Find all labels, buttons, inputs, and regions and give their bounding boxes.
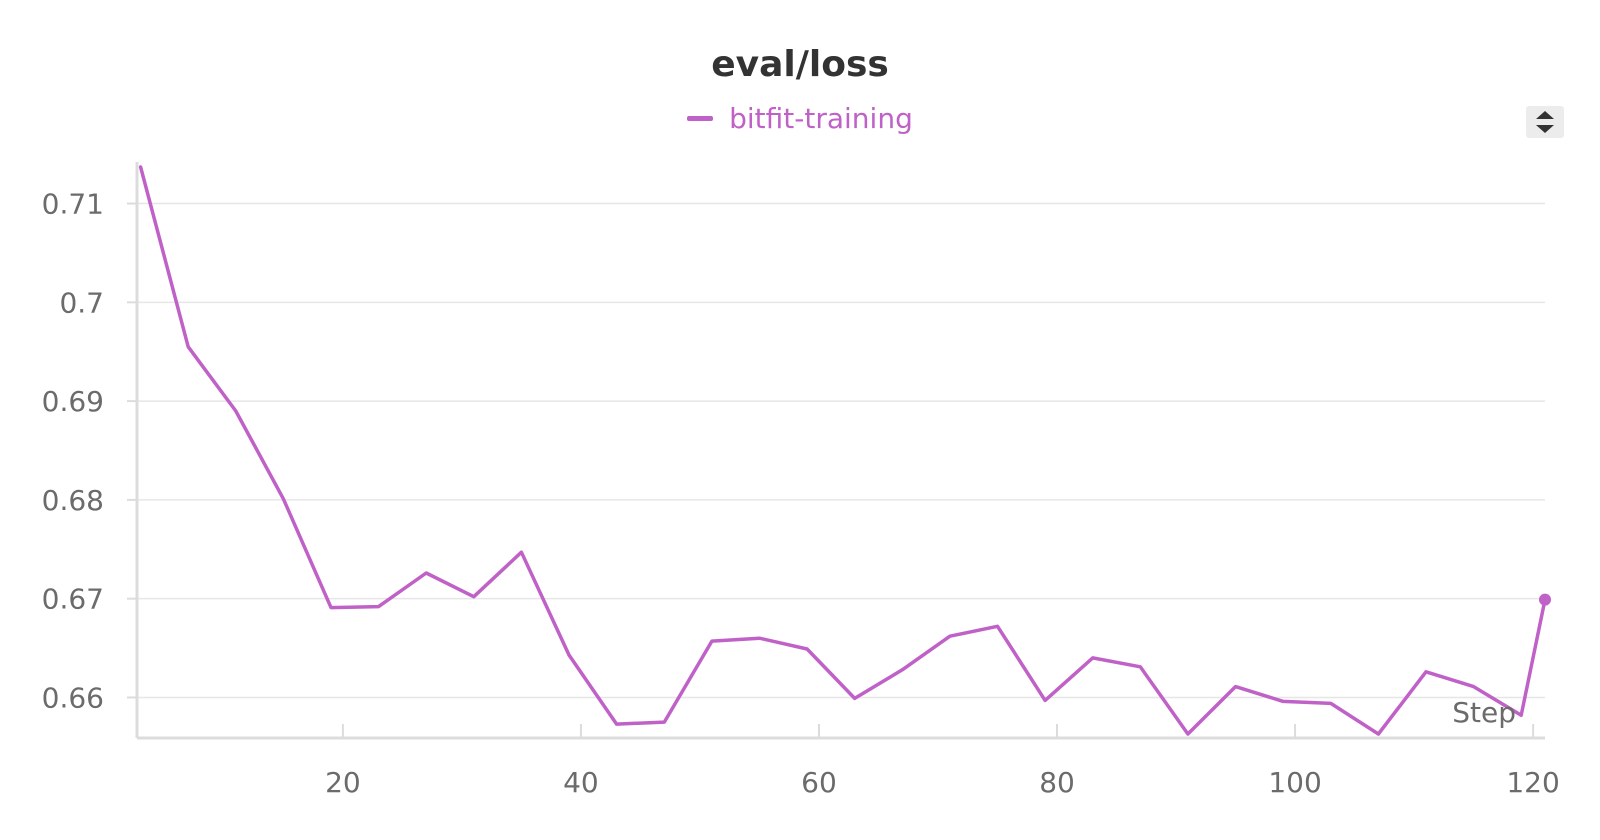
- data-point[interactable]: [1279, 697, 1287, 705]
- data-point[interactable]: [1089, 654, 1097, 662]
- x-tick-label: 20: [325, 766, 361, 799]
- data-point[interactable]: [803, 645, 811, 653]
- x-tick-label: 40: [563, 766, 599, 799]
- x-tick-label: 100: [1268, 766, 1321, 799]
- series-line-bitfit-training: [138, 165, 1547, 736]
- data-point[interactable]: [613, 720, 621, 728]
- data-point[interactable]: [279, 495, 287, 503]
- data-point[interactable]: [470, 593, 478, 601]
- y-tick-label: 0.66: [42, 681, 104, 714]
- data-point[interactable]: [1539, 593, 1551, 606]
- data-point[interactable]: [1422, 668, 1430, 676]
- data-point[interactable]: [1136, 663, 1144, 671]
- data-point[interactable]: [1232, 683, 1240, 691]
- data-point[interactable]: [422, 569, 430, 577]
- y-tick-labels: 0.66 0.67 0.68 0.69 0.7 0.71: [42, 188, 104, 715]
- data-point[interactable]: [1517, 711, 1525, 719]
- data-point[interactable]: [1184, 730, 1192, 738]
- data-point[interactable]: [1327, 699, 1335, 707]
- series-layer: [137, 163, 1551, 738]
- data-point[interactable]: [1470, 683, 1478, 691]
- sort-arrows-button[interactable]: [1526, 106, 1564, 138]
- data-point[interactable]: [1041, 696, 1049, 704]
- chart-title: eval/loss: [711, 44, 889, 85]
- data-point[interactable]: [137, 163, 145, 171]
- sort-arrows-icon: [1536, 111, 1554, 133]
- x-tick-label: 80: [1039, 766, 1075, 799]
- data-point[interactable]: [327, 604, 335, 612]
- data-point[interactable]: [898, 666, 906, 674]
- x-tick-label: 60: [801, 766, 837, 799]
- y-tick-label: 0.71: [42, 188, 104, 221]
- legend: bitfit-training: [0, 102, 1600, 135]
- y-tick-label: 0.69: [42, 385, 104, 418]
- data-point[interactable]: [755, 634, 763, 642]
- data-point[interactable]: [375, 603, 383, 611]
- data-point[interactable]: [1374, 730, 1382, 738]
- data-point[interactable]: [232, 407, 240, 415]
- data-point[interactable]: [660, 718, 668, 726]
- data-point[interactable]: [708, 637, 716, 645]
- data-point[interactable]: [565, 651, 573, 659]
- x-axis-label: Step: [1452, 696, 1516, 729]
- y-tick-label: 0.67: [42, 583, 104, 616]
- data-point[interactable]: [517, 548, 525, 556]
- y-tick-label: 0.68: [42, 484, 104, 517]
- data-point[interactable]: [946, 632, 954, 640]
- gridlines: [137, 202, 1545, 699]
- axes: [127, 162, 1545, 740]
- legend-swatch: [687, 116, 714, 121]
- x-tick-label: 120: [1506, 766, 1559, 799]
- data-point[interactable]: [994, 622, 1002, 630]
- legend-label-bitfit-training[interactable]: bitfit-training: [729, 102, 913, 135]
- y-tick-label: 0.7: [59, 286, 104, 319]
- x-tick-labels: 20 40 60 80 100 120: [325, 766, 1560, 799]
- data-point[interactable]: [851, 694, 859, 702]
- data-point[interactable]: [184, 343, 192, 351]
